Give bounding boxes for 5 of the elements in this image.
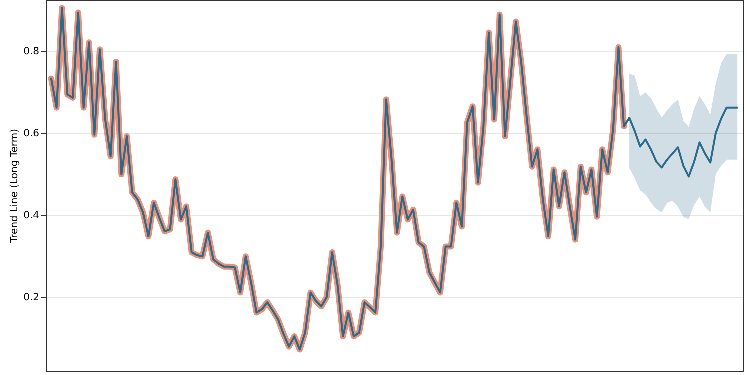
y-tick-label: 0.2 xyxy=(24,292,40,304)
y-axis-title: Trend Line (Long Term) xyxy=(10,128,21,244)
y-tick-label: 0.4 xyxy=(24,210,40,222)
y-tick-label: 0.6 xyxy=(24,128,40,140)
y-tick-label: 0.8 xyxy=(24,46,40,58)
